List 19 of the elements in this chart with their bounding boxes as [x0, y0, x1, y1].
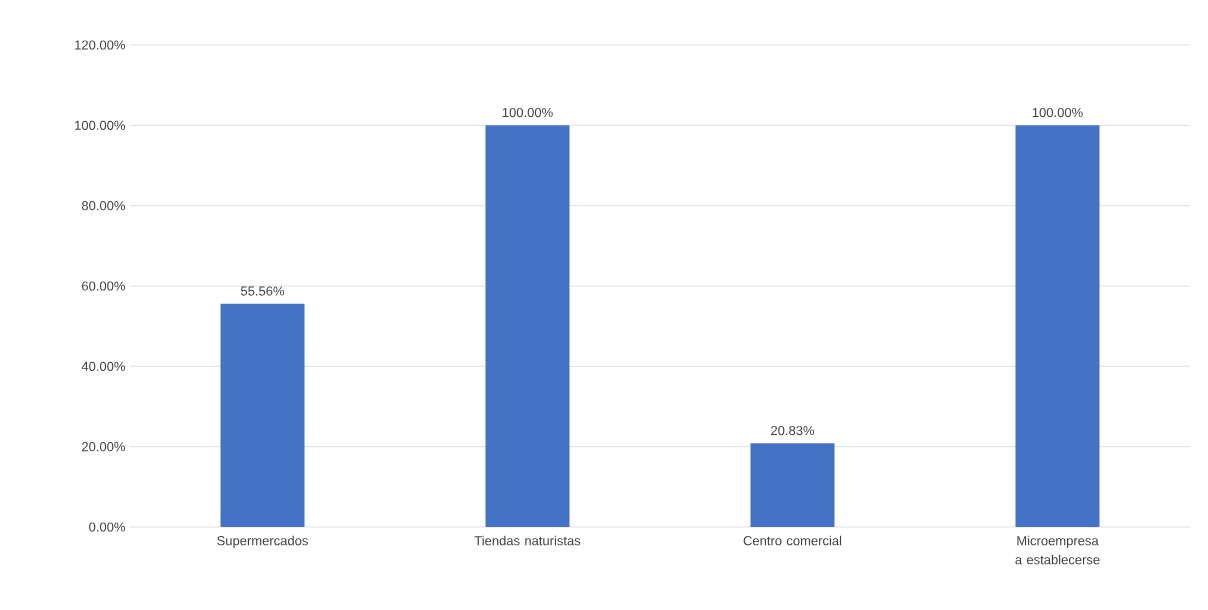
bar	[750, 443, 835, 527]
data-label: 55.56%	[240, 286, 285, 296]
y-tick-label: 40.00%	[81, 361, 125, 371]
data-label: 20.83%	[771, 425, 815, 436]
x-tick-label: Supermercados	[217, 535, 308, 548]
x-tick-label: Centro comercial	[743, 535, 842, 546]
y-tick-label: 100.00%	[75, 120, 125, 130]
bar	[485, 125, 570, 527]
y-tick-label: 60.00%	[82, 281, 125, 291]
y-tick-label: 120.00%	[75, 40, 125, 50]
bar	[220, 303, 305, 527]
y-tick-label: 20.00%	[82, 442, 125, 452]
x-tick-label: Microempresa a establecerse	[1015, 535, 1100, 565]
data-label: 100.00%	[1032, 107, 1083, 118]
y-tick-label: 0.00%	[89, 522, 125, 532]
x-tick-label: Tiendas naturistas	[474, 535, 581, 546]
data-label: 100.00%	[502, 107, 553, 118]
bar	[1015, 125, 1100, 527]
y-tick-label: 80.00%	[81, 201, 125, 211]
